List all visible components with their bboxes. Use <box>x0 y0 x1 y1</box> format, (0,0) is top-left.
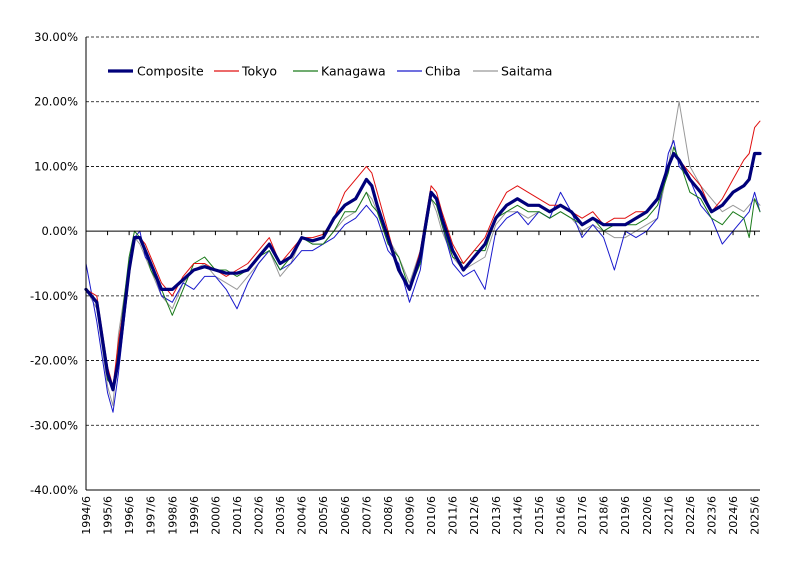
x-tick-label: 1997/6 <box>145 496 158 535</box>
x-tick-label: 2004/6 <box>296 496 309 535</box>
x-tick-label: 2007/6 <box>360 496 373 535</box>
x-tick-label: 2021/6 <box>662 496 675 535</box>
x-tick-label: 2018/6 <box>598 496 611 535</box>
x-tick-label: 2002/6 <box>253 496 266 535</box>
x-tick-label: 2010/6 <box>425 496 438 535</box>
axes <box>85 37 760 491</box>
y-tick-label: 0.00% <box>41 224 78 238</box>
y-tick-label: 20.00% <box>34 95 78 109</box>
y-tick-label: 10.00% <box>34 159 78 173</box>
gridlines <box>86 36 760 491</box>
y-tick-label: -10.00% <box>30 289 78 303</box>
series-line-kanagawa <box>85 146 761 387</box>
x-tick-label: 2011/6 <box>447 496 460 535</box>
x-tick-label: 2008/6 <box>382 496 395 535</box>
y-axis-tick-labels: 30.00% 20.00% 10.00% 0.00% -10.00% -20.00% -30… <box>30 30 78 497</box>
legend-label-composite: Composite <box>137 64 204 79</box>
legend-label-tokyo: Tokyo <box>241 64 277 79</box>
x-tick-label: 2020/6 <box>641 496 654 535</box>
x-tick-label: 1995/6 <box>102 496 115 535</box>
x-tick-label: 2022/6 <box>684 496 697 535</box>
x-tick-label: 2001/6 <box>231 496 244 535</box>
x-axis-tick-labels: 1994/6 1995/6 1996/6 1997/6 1998/6 1999/6 2000… <box>80 496 762 535</box>
x-tick-label: 2025/6 <box>749 496 762 535</box>
x-tick-label: 1996/6 <box>123 496 136 535</box>
legend-label-chiba: Chiba <box>425 64 461 79</box>
x-tick-label: 1998/6 <box>166 496 179 535</box>
y-tick-label: -20.00% <box>30 354 78 368</box>
y-tick-label: 30.00% <box>34 30 78 44</box>
x-tick-label: 2009/6 <box>404 496 417 535</box>
x-tick-label: 1999/6 <box>188 496 201 535</box>
legend-label-saitama: Saitama <box>501 64 552 79</box>
series-line-chiba <box>85 140 761 413</box>
x-tick-label: 2023/6 <box>705 496 718 535</box>
x-tick-label: 2005/6 <box>317 496 330 535</box>
x-tick-label: 2014/6 <box>511 496 524 535</box>
x-tick-label: 2013/6 <box>490 496 503 535</box>
x-tick-label: 2003/6 <box>274 496 287 535</box>
series-lines <box>84 101 762 413</box>
x-tick-label: 2006/6 <box>339 496 352 535</box>
y-tick-label: -40.00% <box>30 483 78 497</box>
x-tick-label: 1994/6 <box>80 496 93 535</box>
x-tick-label: 2012/6 <box>468 496 481 535</box>
x-tick-label: 2024/6 <box>727 496 740 535</box>
x-tick-label: 2019/6 <box>619 496 632 535</box>
x-tick-label: 2015/6 <box>533 496 546 535</box>
x-tick-label: 2017/6 <box>576 496 589 535</box>
legend-label-kanagawa: Kanagawa <box>321 64 386 79</box>
y-tick-label: -30.00% <box>30 418 78 432</box>
x-tick-label: 2000/6 <box>209 496 222 535</box>
x-tick-label: 2016/6 <box>554 496 567 535</box>
series-line-composite <box>84 151 762 392</box>
legend: Composite Tokyo Kanagawa Chiba Saitama <box>108 64 552 79</box>
